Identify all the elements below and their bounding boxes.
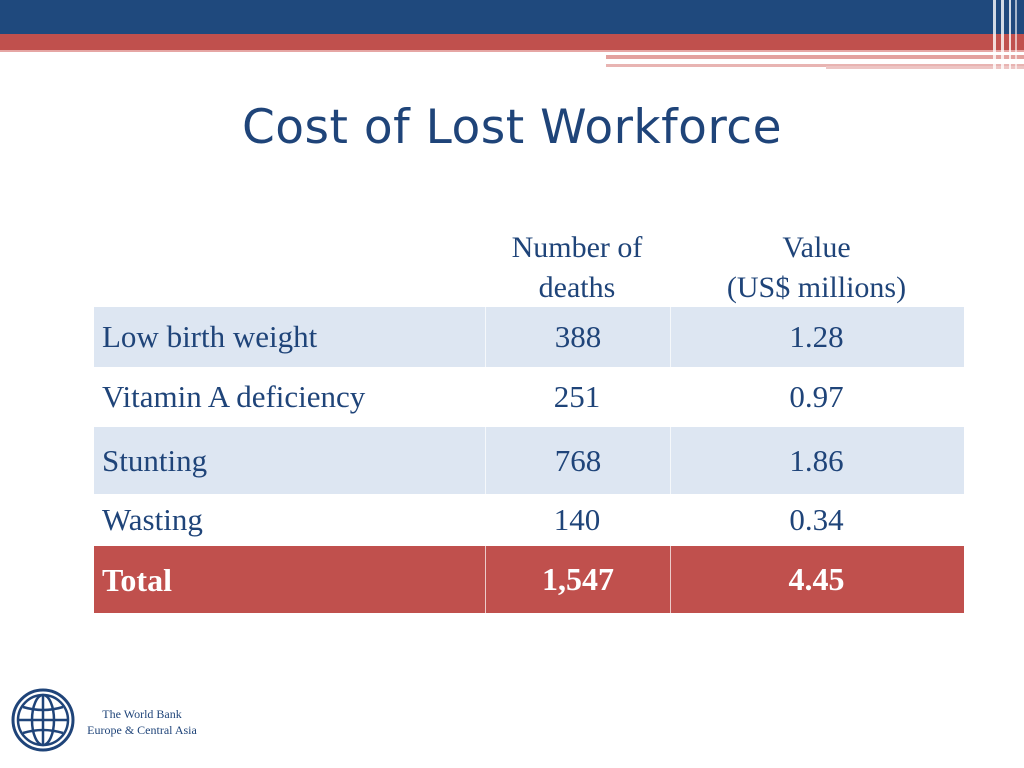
row-label: Stunting: [102, 442, 208, 478]
table-row: Vitamin A deficiency 251 0.97: [94, 367, 964, 427]
header-band: [0, 0, 1024, 70]
row-value: 0.97: [789, 379, 844, 414]
header-deaths-line1: Number of: [511, 231, 643, 264]
header-deaths-line2: deaths: [538, 271, 616, 304]
table-row: Stunting 768 1.86: [94, 427, 964, 494]
footer-line2: Europe & Central Asia: [87, 723, 197, 737]
world-bank-globe-icon: [11, 688, 75, 752]
row-value: 0.34: [789, 502, 844, 537]
slide-title: Cost of Lost Workforce: [241, 100, 782, 155]
row-deaths: 251: [553, 379, 601, 414]
footer-organization: The World Bank Europe & Central Asia: [78, 706, 206, 738]
table-row: Low birth weight 388 1.28: [94, 307, 964, 367]
table-row: Wasting 140 0.34: [94, 494, 964, 546]
footer-line1: The World Bank: [102, 707, 182, 721]
row-deaths: 768: [485, 427, 671, 494]
table-row-total: Total 1,547 4.45: [94, 546, 964, 613]
header-number-of-deaths: Number of deaths: [485, 228, 669, 308]
total-label: Total: [102, 562, 172, 598]
row-label: Low birth weight: [102, 319, 318, 354]
row-deaths: 388: [485, 307, 671, 367]
header-value: Value (US$ millions): [669, 228, 964, 308]
row-label: Vitamin A deficiency: [102, 379, 366, 414]
row-value: 1.86: [789, 442, 844, 478]
header-value-line1: Value: [782, 231, 851, 264]
row-deaths: 140: [553, 502, 601, 537]
row-value: 1.28: [789, 319, 844, 354]
header-value-line2: (US$ millions): [726, 271, 907, 304]
row-label: Wasting: [102, 502, 203, 537]
total-deaths: 1,547: [485, 546, 671, 613]
total-value: 4.45: [788, 561, 845, 597]
